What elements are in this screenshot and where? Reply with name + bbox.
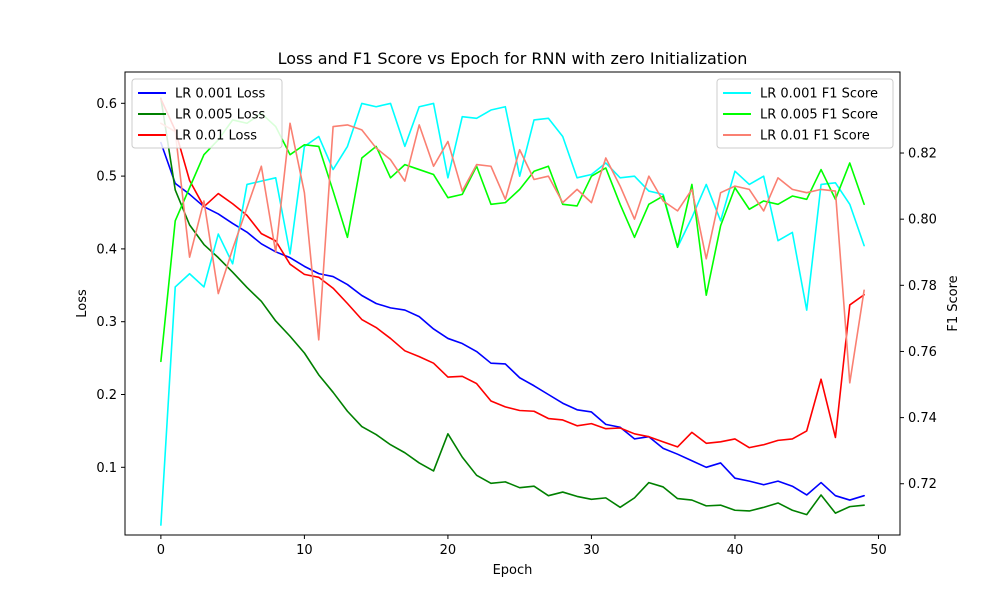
f1-series-line-0: [160, 102, 865, 526]
y-axis-left-label: Loss: [75, 289, 90, 318]
x-tick-label: 30: [583, 543, 600, 558]
loss-series-line-2: [160, 98, 865, 449]
loss-series-line-1: [160, 97, 865, 516]
f1-series-line-2: [160, 122, 865, 384]
loss-legend-box: [131, 78, 283, 149]
y-axis-right-label: F1 Score: [946, 275, 961, 331]
series-layer: [160, 97, 865, 526]
f1-legend-box: [716, 78, 894, 149]
x-tick-label: 10: [296, 543, 313, 558]
f1-legend-label-0: LR 0.001 F1 Score: [760, 87, 878, 102]
loss-legend-label-2: LR 0.01 Loss: [175, 129, 257, 144]
y-left-tick-label: 0.3: [96, 315, 117, 330]
y-right-tick-label: 0.80: [908, 213, 937, 228]
y-left-tick-label: 0.4: [96, 242, 117, 257]
loss-series-line-0: [160, 141, 865, 501]
y-right-tick-label: 0.78: [908, 279, 937, 294]
y-left-tick-label: 0.5: [96, 170, 117, 185]
x-tick-label: 20: [440, 543, 457, 558]
y-right-tick-label: 0.72: [908, 477, 937, 492]
y-right-tick-label: 0.76: [908, 345, 937, 360]
x-tick-label: 40: [727, 543, 744, 558]
y-left-tick-label: 0.2: [96, 388, 117, 403]
x-tick-label: 0: [157, 543, 165, 558]
y-left-tick-label: 0.6: [96, 97, 117, 112]
y-right-tick-label: 0.82: [908, 147, 937, 162]
x-axis-label: Epoch: [493, 563, 533, 578]
y-right-tick-label: 0.74: [908, 411, 937, 426]
chart-title: Loss and F1 Score vs Epoch for RNN with …: [278, 49, 748, 68]
loss-legend-label-1: LR 0.005 Loss: [175, 108, 265, 123]
plot-area-frame: [124, 71, 901, 536]
legend-right: LR 0.001 F1 Score LR 0.005 F1 Score LR 0.0…: [716, 78, 894, 149]
f1-legend-label-2: LR 0.01 F1 Score: [760, 129, 870, 144]
legend-left: LR 0.001 Loss LR 0.005 Loss LR 0.01 Loss: [131, 78, 283, 149]
f1-legend-label-1: LR 0.005 F1 Score: [760, 108, 878, 123]
axes-layer: 0 10 20 30 40 50 0.1 0.2 0.3 0.4 0.5 0.6 0.72 0.74 0.7…: [96, 97, 937, 558]
loss-legend-label-0: LR 0.001 Loss: [175, 87, 265, 102]
y-left-tick-label: 0.1: [96, 461, 117, 476]
x-tick-label: 50: [870, 543, 887, 558]
